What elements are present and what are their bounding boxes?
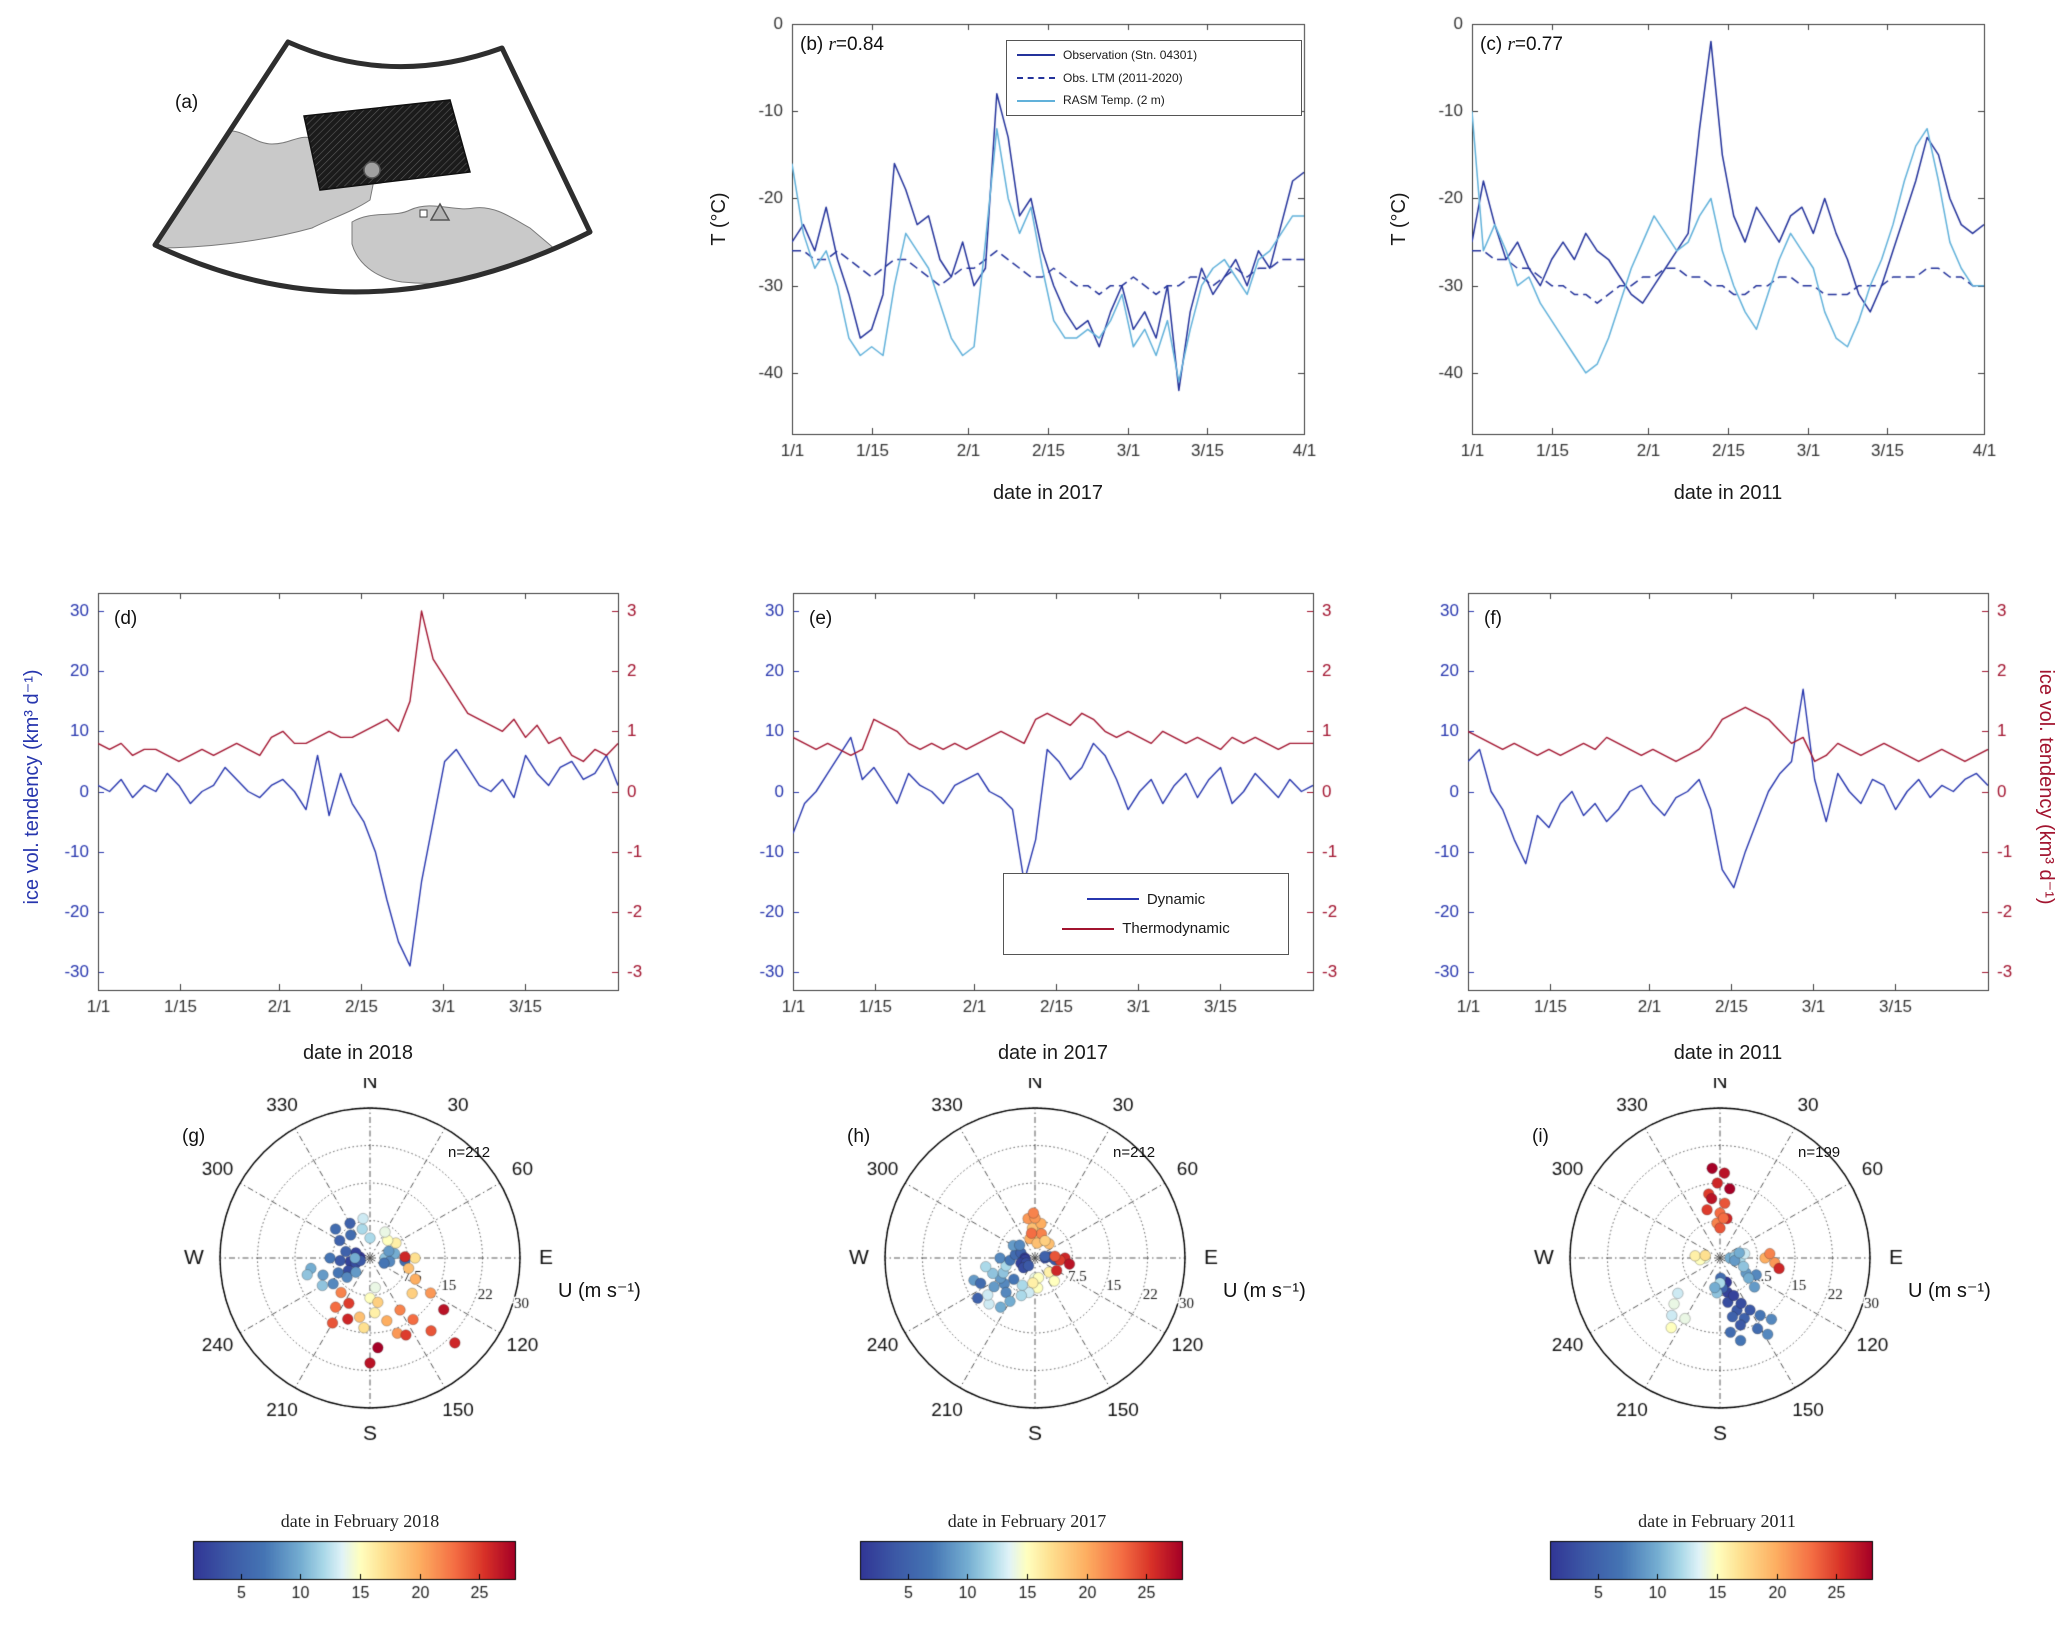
legend-item-observation: Observation (Stn. 04301): [1007, 44, 1301, 67]
legend-item-rasm: RASM Temp. (2 m): [1007, 89, 1301, 112]
panel-map: (a): [100, 20, 620, 360]
sample-count-2018: n=212: [448, 1144, 491, 1161]
legend-line-dynamic: [1086, 898, 1139, 901]
legend-item-dynamic: Dynamic: [1004, 885, 1288, 915]
y-axis-label-temp: T (°C): [708, 192, 730, 246]
windrose-2018-canvas: [130, 1078, 650, 1468]
windrose-2017-canvas: [795, 1078, 1315, 1468]
sample-count-2011: n=199: [1798, 1144, 1841, 1161]
panel-b-r-symbol: r: [828, 34, 836, 55]
x-axis-label-2011: date in 2011: [1673, 482, 1783, 504]
colorbar-title-2018: date in February 2018: [280, 1511, 440, 1531]
temp-2011-chart-canvas: [1400, 12, 2000, 482]
colorbar-2017-canvas: [837, 1533, 1217, 1628]
legend-label-dynamic: Dynamic: [1146, 890, 1206, 908]
panel-g-label: (g): [182, 1126, 206, 1147]
y-axis-label-ice-vol-left: ice vol. tendency (km³ d⁻¹): [21, 669, 43, 905]
y-axis-label-temp: T (°C): [1388, 192, 1410, 246]
panel-windrose-2017: (h) n=212 U (m s⁻¹): [775, 1078, 1435, 1478]
panel-i-label: (i): [1532, 1126, 1549, 1147]
colorbar-title-2017: date in February 2017: [947, 1511, 1107, 1531]
colorbar-2011-canvas: [1527, 1533, 1907, 1628]
panel-tendency-2017: (e) date in 2017 Dynamic Thermodynamic: [705, 570, 1385, 1075]
panel-d-label: (d): [114, 608, 138, 629]
map-model-domain-hatched: [303, 99, 471, 191]
panel-c-annotation: (c) r=0.77: [1480, 34, 1563, 56]
legend-tendency: Dynamic Thermodynamic: [1003, 873, 1289, 955]
legend-line-thermodynamic: [1062, 927, 1115, 930]
legend-label-thermodynamic: Thermodynamic: [1122, 920, 1230, 937]
map-station-triangle-marker: [429, 202, 451, 221]
legend-line-observation: [1017, 54, 1055, 57]
colorbar-2017: date in February 2017: [817, 1505, 1237, 1628]
wind-speed-unit-label: U (m s⁻¹): [1908, 1280, 1991, 1302]
legend-label-rasm: RASM Temp. (2 m): [1063, 93, 1165, 108]
panel-c-r-value: =0.77: [1514, 34, 1563, 55]
windrose-2011-canvas: [1480, 1078, 2000, 1468]
tendency-2018-chart-canvas: [20, 575, 680, 1035]
panel-f-label: (f): [1484, 608, 1502, 629]
wind-speed-unit-label: U (m s⁻¹): [1223, 1280, 1306, 1302]
panel-b-r-value: =0.84: [835, 34, 884, 55]
panel-windrose-2018: (g) n=212 U (m s⁻¹): [110, 1078, 770, 1478]
panel-windrose-2011: (i) n=199 U (m s⁻¹): [1460, 1078, 2067, 1478]
legend-item-thermodynamic: Thermodynamic: [1004, 914, 1288, 944]
panel-temp-2017: (b) r=0.84 T (°C) date in 2017 Observati…: [700, 10, 1360, 530]
y-axis-label-ice-vol-right: ice vol. tendency (km³ d⁻¹): [2035, 669, 2057, 905]
legend-item-ltm: Obs. LTM (2011-2020): [1007, 67, 1301, 90]
legend-temperature: Observation (Stn. 04301) Obs. LTM (2011-…: [1006, 40, 1302, 116]
panel-b-annotation: (b) r=0.84: [800, 34, 884, 56]
colorbar-2018-canvas: [170, 1533, 550, 1628]
x-axis-label-2017: date in 2017: [997, 1042, 1109, 1064]
map-frame: [152, 39, 593, 295]
tendency-2011-chart-canvas: [1390, 575, 2050, 1035]
panel-tendency-2018: (d) ice vol. tendency (km³ d⁻¹) date in …: [10, 570, 690, 1075]
x-axis-label-2018: date in 2018: [302, 1042, 414, 1064]
panel-c-r-symbol: r: [1507, 34, 1515, 55]
panel-b-label: (b): [800, 34, 824, 55]
map-land-east: [351, 205, 557, 284]
wind-speed-unit-label: U (m s⁻¹): [558, 1280, 641, 1302]
sample-count-2017: n=212: [1113, 1144, 1156, 1161]
legend-label-ltm: Obs. LTM (2011-2020): [1063, 70, 1183, 85]
map-station-square-marker: [419, 209, 428, 218]
panel-temp-2011: (c) r=0.77 T (°C) date in 2011: [1380, 10, 2040, 530]
legend-line-rasm: [1017, 99, 1055, 102]
x-axis-label-2017: date in 2017: [992, 482, 1104, 504]
panel-tendency-2011: (f) ice vol. tendency (km³ d⁻¹) date in …: [1380, 570, 2067, 1075]
tendency-2017-chart-canvas: [715, 575, 1375, 1035]
map-station-circle-marker: [363, 161, 381, 179]
legend-label-observation: Observation (Stn. 04301): [1063, 48, 1198, 63]
panel-h-label: (h): [847, 1126, 871, 1147]
colorbar-2011: date in February 2011: [1507, 1505, 1927, 1628]
colorbar-2018: date in February 2018: [150, 1505, 570, 1628]
x-axis-label-2011: date in 2011: [1673, 1042, 1783, 1064]
panel-a-label: (a): [175, 92, 199, 113]
map-graphic: [152, 39, 593, 295]
panel-c-label: (c): [1480, 34, 1503, 55]
panel-e-label: (e): [809, 608, 833, 629]
colorbar-title-2011: date in February 2011: [1638, 1511, 1796, 1531]
legend-line-ltm: [1017, 77, 1055, 79]
